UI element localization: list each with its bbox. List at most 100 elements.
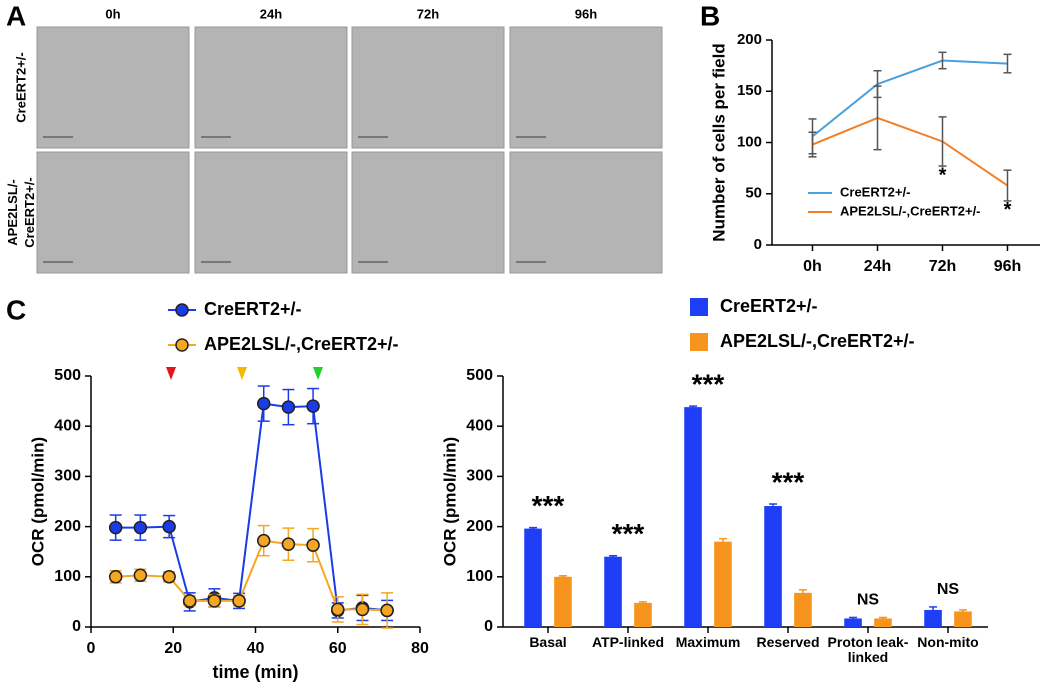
legend-swatch xyxy=(175,338,189,352)
y-tick-label: 400 xyxy=(54,417,81,434)
y-tick-label: 200 xyxy=(54,518,81,535)
data-point xyxy=(162,570,176,584)
column-label: 96h xyxy=(575,6,597,21)
bar xyxy=(604,556,622,627)
data-point xyxy=(256,396,271,411)
row-label: APE2LSL/- xyxy=(5,179,20,245)
scale-bar xyxy=(516,261,546,263)
panel-label: C xyxy=(6,294,26,325)
bar xyxy=(924,609,942,627)
column-label: 0h xyxy=(105,6,120,21)
injection-marker xyxy=(237,367,247,380)
micrograph xyxy=(36,26,190,149)
bar xyxy=(634,602,652,627)
bar xyxy=(714,541,732,627)
significance-mark: *** xyxy=(612,518,645,549)
column-label: 24h xyxy=(260,6,282,21)
x-tick-label-box: Basal xyxy=(529,635,567,650)
data-point xyxy=(182,594,197,608)
scale-bar xyxy=(516,136,546,138)
x-tick-label: 80 xyxy=(411,640,429,657)
y-tick-label: 500 xyxy=(54,367,81,384)
x-tick-label: ATP-linked xyxy=(591,635,665,650)
x-tick-label: Basal xyxy=(529,635,567,650)
y-tick-label: 400 xyxy=(466,417,493,434)
significance-mark: NS xyxy=(857,592,880,609)
error-bar xyxy=(609,554,618,559)
error-bar xyxy=(849,616,858,621)
series-line xyxy=(115,402,388,612)
x-tick-label: 40 xyxy=(247,640,265,657)
micrograph xyxy=(509,151,663,274)
x-axis-label: time (min) xyxy=(212,662,298,682)
panel-label: B xyxy=(700,0,720,31)
error-bar xyxy=(878,616,887,621)
micrograph xyxy=(36,151,190,274)
data-point xyxy=(281,537,296,551)
y-tick-label: 200 xyxy=(737,31,762,48)
x-tick-label: 60 xyxy=(329,640,347,657)
y-tick-label: 100 xyxy=(737,133,762,150)
y-axis-label: OCR (pmol/min) xyxy=(440,437,459,566)
data-point xyxy=(306,538,320,552)
legend-label: CreERT2+/- xyxy=(204,299,302,319)
micrograph xyxy=(509,26,663,149)
error-bar xyxy=(558,575,567,579)
error-bar xyxy=(808,131,817,158)
x-tick-label: Proton leak-linked xyxy=(827,635,909,665)
error-bar xyxy=(798,589,807,597)
x-tick-label: 72h xyxy=(929,258,957,275)
x-tick-label: Reserved xyxy=(756,635,820,650)
y-tick-label: 0 xyxy=(754,236,762,253)
y-axis-label: OCR (pmol/min) xyxy=(28,437,47,566)
legend-label: APE2LSL/-,CreERT2+/- xyxy=(720,331,915,351)
data-point xyxy=(380,603,394,618)
bar xyxy=(554,576,572,627)
column-label: 72h xyxy=(417,6,439,21)
y-tick-label: 200 xyxy=(466,518,493,535)
y-tick-label: 300 xyxy=(54,468,81,485)
x-tick-label: 0h xyxy=(803,258,822,275)
data-point xyxy=(331,602,345,617)
data-point xyxy=(256,533,271,548)
bar xyxy=(684,407,702,627)
y-tick-label: 50 xyxy=(745,185,762,202)
y-tick-label: 100 xyxy=(54,568,81,585)
y-tick-label: 300 xyxy=(466,468,493,485)
injection-marker xyxy=(313,367,323,380)
bar xyxy=(524,528,542,627)
error-bar xyxy=(1003,53,1012,74)
y-tick-label: 0 xyxy=(72,618,81,635)
legend-swatch xyxy=(690,298,708,316)
series-line xyxy=(811,59,1008,138)
legend-swatch xyxy=(175,303,189,317)
error-bar xyxy=(929,606,938,614)
legend-label: CreERT2+/- xyxy=(720,296,818,316)
significance-mark: * xyxy=(1004,199,1012,221)
x-tick-label: 20 xyxy=(164,640,182,657)
row-label: CreERT2+/- xyxy=(22,177,37,247)
series-line xyxy=(115,539,388,612)
scale-bar xyxy=(43,136,73,138)
scale-bar xyxy=(201,261,231,263)
scale-bar xyxy=(201,136,231,138)
significance-mark: * xyxy=(939,164,947,186)
x-tick-label: 24h xyxy=(864,258,892,275)
error-bar xyxy=(938,51,947,70)
bar xyxy=(954,611,972,627)
micrograph xyxy=(194,26,348,149)
data-point xyxy=(232,594,246,608)
micrograph xyxy=(351,26,505,149)
data-point xyxy=(133,520,148,535)
data-point xyxy=(108,570,123,584)
data-point xyxy=(133,568,148,583)
data-point xyxy=(306,399,320,413)
y-tick-label: 500 xyxy=(466,367,493,384)
y-tick-label: 150 xyxy=(737,82,762,99)
x-tick-label-box: Non-mito xyxy=(917,635,978,650)
legend-label: APE2LSL/-,CreERT2+/- xyxy=(840,203,981,218)
scale-bar xyxy=(358,261,388,263)
x-tick-label: 96h xyxy=(994,258,1022,275)
